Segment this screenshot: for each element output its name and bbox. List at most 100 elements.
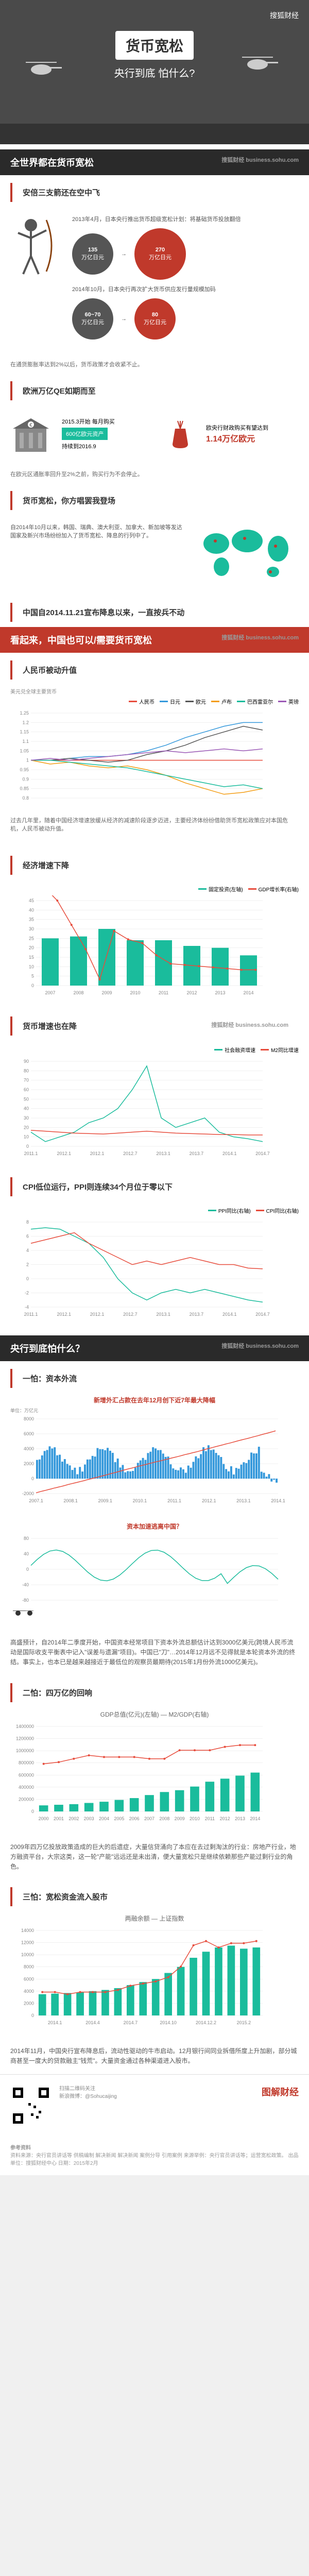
- eu-amount2: 1.14万亿欧元: [206, 432, 299, 444]
- svg-text:2012: 2012: [186, 990, 197, 995]
- svg-text:6: 6: [26, 1234, 29, 1239]
- fear2-chart-title: GDP总值(亿元)(左轴) — M2/GDP(右轴): [10, 1710, 299, 1719]
- svg-text:2007: 2007: [45, 990, 55, 995]
- chart4-cpi: -4-2024682011.12012.12012.12012.72013.12…: [10, 1217, 299, 1320]
- svg-text:2008.1: 2008.1: [63, 1498, 78, 1503]
- svg-text:40: 40: [24, 1551, 29, 1556]
- svg-text:80: 80: [24, 1536, 29, 1541]
- svg-text:2001: 2001: [54, 1816, 64, 1821]
- svg-text:2011.1: 2011.1: [24, 1151, 38, 1156]
- svg-text:60: 60: [24, 1087, 29, 1092]
- chart2-heading: 经济增速下降: [10, 856, 299, 875]
- svg-text:1.05: 1.05: [20, 748, 29, 753]
- svg-text:1: 1: [26, 758, 29, 763]
- svg-text:2014: 2014: [243, 990, 253, 995]
- svg-text:2010: 2010: [190, 1816, 200, 1821]
- section2-title: 看起来，中国也可以/需要货币宽松: [10, 635, 152, 646]
- svg-text:-2000: -2000: [22, 1491, 34, 1496]
- chart1-footnote: 过去几年里，随着中国经济增速放缓从经济的减速阶段逐步迈进，主要经济体纷纷借助货币…: [10, 811, 299, 838]
- crowd-silhouette: [0, 124, 309, 144]
- svg-text:8000: 8000: [24, 1964, 34, 1970]
- svg-text:2005: 2005: [114, 1816, 124, 1821]
- svg-text:2007.1: 2007.1: [29, 1498, 43, 1503]
- svg-text:50: 50: [24, 1096, 29, 1101]
- svg-text:-40: -40: [22, 1582, 29, 1587]
- svg-text:2013: 2013: [235, 1816, 245, 1821]
- references: 参考资料 资料来源：央行官员讲话等 供稿编制 解决新闻 解决新闻 案例分导 引用…: [0, 2137, 309, 2175]
- svg-text:2010.1: 2010.1: [133, 1498, 147, 1503]
- japan-text1: 2013年4月，日本央行推出货币超级宽松计划：将基础货币投放翻倍: [72, 215, 299, 223]
- svg-text:0: 0: [31, 2013, 34, 2018]
- svg-text:2013.1: 2013.1: [156, 1312, 170, 1317]
- svg-text:2012.7: 2012.7: [123, 1151, 138, 1156]
- svg-text:4: 4: [26, 1248, 29, 1253]
- chart1-legend: 人民币日元欧元卢布巴西雷亚尔英镑: [10, 695, 299, 708]
- svg-text:30: 30: [29, 926, 34, 931]
- money-bag-icon: [165, 418, 196, 449]
- svg-text:2009: 2009: [175, 1816, 185, 1821]
- svg-text:8000: 8000: [24, 1416, 34, 1421]
- svg-text:40: 40: [29, 907, 34, 912]
- fear3-text: 2014年11月，中国央行宣布降息后，流动性驱动的牛市启动。12月银行间同业拆借…: [0, 2039, 309, 2074]
- svg-text:0: 0: [26, 1144, 29, 1149]
- svg-text:2013.1: 2013.1: [236, 1498, 251, 1503]
- svg-text:2014.1: 2014.1: [271, 1498, 285, 1503]
- fear3-chart: 020004000600080001000012000140002014.120…: [10, 1925, 299, 2028]
- fear3-heading: 三怕：宽松资金流入股市: [10, 1887, 299, 1906]
- fear1-text: 高盛预计，自2014年二季度开始，中国资本经常项目下资本外流总额估计达到3000…: [0, 1630, 309, 1675]
- fear1-chart1: -2000020004000600080002007.12008.12009.1…: [10, 1414, 299, 1506]
- svg-text:80: 80: [24, 1068, 29, 1073]
- chart4-heading: CPI低位运行，PPI则连续34个月位于零以下: [10, 1177, 299, 1196]
- fear3-chart-title: 两融余额 — 上证指数: [10, 1914, 299, 1923]
- svg-text:10000: 10000: [21, 1952, 34, 1957]
- svg-text:0: 0: [31, 1476, 34, 1481]
- svg-text:-4: -4: [25, 1304, 29, 1310]
- svg-text:14000: 14000: [21, 1928, 34, 1933]
- japan-block: 2013年4月，日本央行推出货币超级宽松计划：将基础货币投放翻倍 135万亿日元…: [0, 205, 309, 355]
- svg-text:0.85: 0.85: [20, 786, 29, 791]
- svg-text:2012.1: 2012.1: [57, 1312, 72, 1317]
- svg-text:5: 5: [31, 974, 34, 979]
- eu-text3: 欧央行财政购买有望达到: [206, 423, 299, 432]
- chart4-legend: PPI同比(右轴)CPI同比(右轴): [10, 1204, 299, 1217]
- svg-text:2014.1: 2014.1: [48, 2020, 62, 2025]
- svg-text:10: 10: [29, 964, 34, 969]
- svg-text:0: 0: [31, 983, 34, 988]
- svg-text:2014.7: 2014.7: [255, 1312, 270, 1317]
- fear1-chart2-title: 资本加速逃离中国？: [10, 1522, 299, 1531]
- svg-text:2011: 2011: [205, 1816, 215, 1821]
- svg-text:1.2: 1.2: [22, 720, 29, 725]
- svg-text:€: €: [29, 422, 32, 428]
- world-map-icon: [196, 523, 299, 585]
- svg-text:2013: 2013: [215, 990, 225, 995]
- sub-logo: 搜狐财经 business.sohu.com: [221, 633, 299, 641]
- unit-label: 单位：万亿元: [10, 1407, 299, 1414]
- header-banner: 搜狐财经 货币宽松 央行到底 怕什么?: [0, 0, 309, 144]
- svg-text:0.9: 0.9: [22, 776, 29, 782]
- section3-header: 央行到底怕什么？ 搜狐财经 business.sohu.com: [0, 1335, 309, 1361]
- svg-text:0: 0: [26, 1567, 29, 1572]
- svg-text:40: 40: [24, 1106, 29, 1111]
- chart1-currency: 0.80.850.90.9511.051.11.151.21.25: [10, 708, 299, 811]
- svg-text:6000: 6000: [24, 1976, 34, 1981]
- main-title: 货币宽松: [115, 31, 194, 60]
- svg-text:2014.10: 2014.10: [160, 2020, 177, 2025]
- svg-text:2014.7: 2014.7: [255, 1151, 270, 1156]
- svg-text:1400000: 1400000: [16, 1724, 34, 1729]
- helicopter-icon: [237, 46, 288, 77]
- svg-text:10: 10: [24, 1134, 29, 1140]
- bank-icon: €: [10, 413, 52, 454]
- fear2-text: 2009年四万亿投放政策造成的巨大的后遗症，大量信贷涌向了本应在去过剩淘汰的行业…: [0, 1835, 309, 1880]
- fear1-heading: 一怕：资本外流: [10, 1369, 299, 1388]
- svg-text:2000: 2000: [39, 1816, 49, 1821]
- svg-text:2006: 2006: [129, 1816, 140, 1821]
- svg-text:2008: 2008: [159, 1816, 169, 1821]
- svg-text:6000: 6000: [24, 1431, 34, 1436]
- svg-text:600000: 600000: [19, 1772, 34, 1777]
- svg-text:15: 15: [29, 955, 34, 960]
- svg-text:2009: 2009: [101, 990, 112, 995]
- svg-text:2012: 2012: [220, 1816, 230, 1821]
- chart2-gdp: 0510152025303540452007200820092010201120…: [10, 895, 299, 998]
- svg-text:2013.7: 2013.7: [190, 1151, 204, 1156]
- svg-text:2014.4: 2014.4: [85, 2020, 100, 2025]
